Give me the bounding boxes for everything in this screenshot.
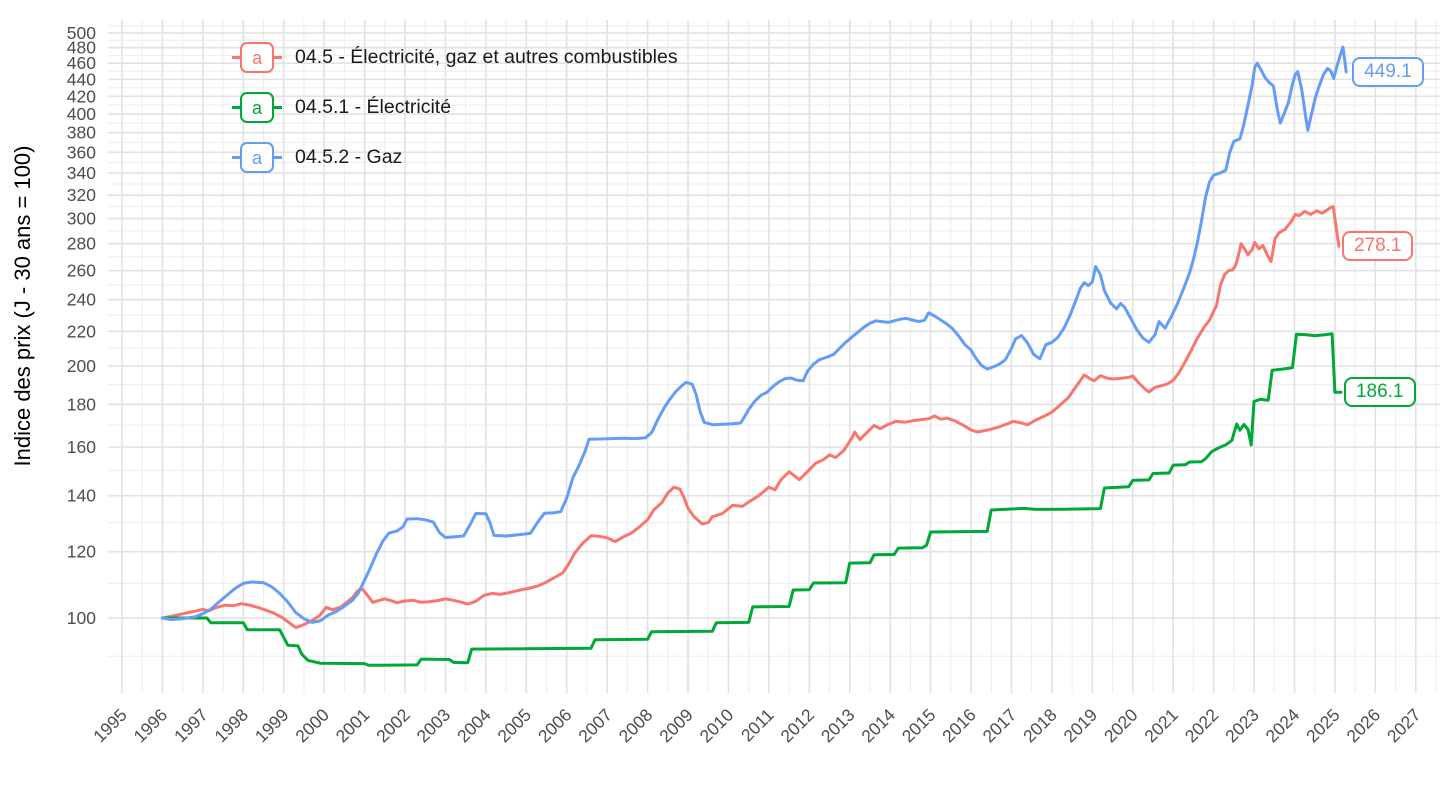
svg-text:480: 480 bbox=[67, 38, 96, 58]
svg-text:420: 420 bbox=[67, 86, 96, 106]
svg-text:2010: 2010 bbox=[696, 705, 738, 747]
svg-text:1998: 1998 bbox=[210, 705, 252, 747]
svg-text:2017: 2017 bbox=[979, 705, 1021, 747]
svg-text:2024: 2024 bbox=[1262, 705, 1304, 747]
svg-text:2007: 2007 bbox=[574, 705, 616, 747]
svg-text:2018: 2018 bbox=[1019, 705, 1061, 747]
legend-key-line-icon bbox=[232, 106, 240, 109]
end-value-label-electricite: 186.1 bbox=[1343, 377, 1416, 408]
svg-text:200: 200 bbox=[67, 356, 96, 376]
y-axis-title: Indice des prix (J - 30 ans = 100) bbox=[10, 145, 35, 467]
svg-text:2019: 2019 bbox=[1059, 705, 1101, 747]
legend-key-box-icon: a bbox=[240, 42, 274, 73]
svg-text:2015: 2015 bbox=[898, 705, 940, 747]
svg-text:240: 240 bbox=[67, 290, 96, 310]
legend-item-total: a 04.5 - Électricité, gaz et autres comb… bbox=[232, 42, 678, 73]
legend-label-electricite: 04.5.1 - Électricité bbox=[295, 96, 452, 118]
svg-text:2013: 2013 bbox=[817, 705, 859, 747]
svg-text:2001: 2001 bbox=[332, 705, 374, 747]
gridlines-minor bbox=[108, 20, 1440, 693]
legend-key-line-icon bbox=[274, 106, 282, 109]
svg-text:440: 440 bbox=[67, 69, 96, 89]
legend-key-line-icon bbox=[232, 156, 240, 159]
svg-text:2003: 2003 bbox=[413, 705, 455, 747]
series-04-5-line bbox=[160, 205, 1341, 630]
series-04-5-2-line bbox=[160, 45, 1348, 624]
svg-text:2005: 2005 bbox=[493, 705, 535, 747]
legend-key-line-icon bbox=[274, 56, 282, 59]
svg-text:1997: 1997 bbox=[170, 705, 212, 747]
x-axis-tick-labels: 1995199619971998199920002001200220032004… bbox=[89, 705, 1424, 747]
series-04-5-1-line bbox=[160, 332, 1343, 667]
svg-text:2020: 2020 bbox=[1100, 705, 1142, 747]
svg-text:2012: 2012 bbox=[776, 705, 818, 747]
svg-text:120: 120 bbox=[67, 542, 96, 562]
svg-text:280: 280 bbox=[67, 234, 96, 254]
svg-text:360: 360 bbox=[67, 142, 96, 162]
svg-text:2014: 2014 bbox=[857, 705, 899, 747]
y-axis-tick-labels: 1001201401601802002202402602803003203403… bbox=[67, 23, 96, 628]
end-value-label-total: 278.1 bbox=[1341, 231, 1414, 262]
svg-text:400: 400 bbox=[67, 104, 96, 124]
svg-text:140: 140 bbox=[67, 486, 96, 506]
svg-text:2027: 2027 bbox=[1383, 705, 1425, 747]
svg-text:100: 100 bbox=[67, 608, 96, 628]
legend-key-box-icon: a bbox=[240, 142, 274, 173]
legend-item-electricite: a 04.5.1 - Électricité bbox=[232, 92, 678, 123]
legend-item-gaz: a 04.5.2 - Gaz bbox=[232, 142, 678, 173]
svg-text:160: 160 bbox=[67, 437, 96, 457]
svg-text:1996: 1996 bbox=[130, 705, 172, 747]
svg-text:2011: 2011 bbox=[737, 705, 778, 746]
svg-text:2022: 2022 bbox=[1181, 705, 1223, 747]
gridlines-major bbox=[108, 20, 1440, 693]
svg-text:2025: 2025 bbox=[1302, 705, 1344, 747]
end-value-label-gaz: 449.1 bbox=[1352, 56, 1424, 87]
svg-text:460: 460 bbox=[67, 53, 96, 73]
svg-text:2026: 2026 bbox=[1342, 705, 1384, 747]
svg-text:300: 300 bbox=[67, 209, 96, 229]
svg-text:2006: 2006 bbox=[534, 705, 576, 747]
legend-key-electricite: a bbox=[232, 92, 282, 123]
svg-text:1999: 1999 bbox=[251, 705, 293, 747]
legend-key-total: a bbox=[232, 42, 282, 73]
svg-text:2009: 2009 bbox=[655, 705, 697, 747]
svg-text:2023: 2023 bbox=[1221, 705, 1263, 747]
chart-legend: a 04.5 - Électricité, gaz et autres comb… bbox=[232, 42, 678, 173]
legend-key-line-icon bbox=[232, 56, 240, 59]
svg-text:2016: 2016 bbox=[938, 705, 980, 747]
legend-key-gaz: a bbox=[232, 142, 282, 173]
legend-label-gaz: 04.5.2 - Gaz bbox=[295, 146, 403, 168]
svg-text:2000: 2000 bbox=[291, 705, 333, 747]
svg-text:1995: 1995 bbox=[89, 705, 131, 747]
svg-text:2021: 2021 bbox=[1140, 705, 1182, 747]
svg-text:2004: 2004 bbox=[453, 705, 495, 747]
svg-text:340: 340 bbox=[67, 163, 96, 183]
svg-text:220: 220 bbox=[67, 321, 96, 341]
svg-text:180: 180 bbox=[67, 394, 96, 414]
legend-key-line-icon bbox=[274, 156, 282, 159]
legend-label-total: 04.5 - Électricité, gaz et autres combus… bbox=[295, 46, 678, 68]
svg-text:320: 320 bbox=[67, 185, 96, 205]
svg-text:2008: 2008 bbox=[615, 705, 657, 747]
svg-text:2002: 2002 bbox=[372, 705, 414, 747]
svg-text:260: 260 bbox=[67, 261, 96, 281]
svg-text:500: 500 bbox=[67, 23, 96, 43]
svg-text:380: 380 bbox=[67, 123, 96, 143]
legend-key-box-icon: a bbox=[240, 92, 274, 123]
